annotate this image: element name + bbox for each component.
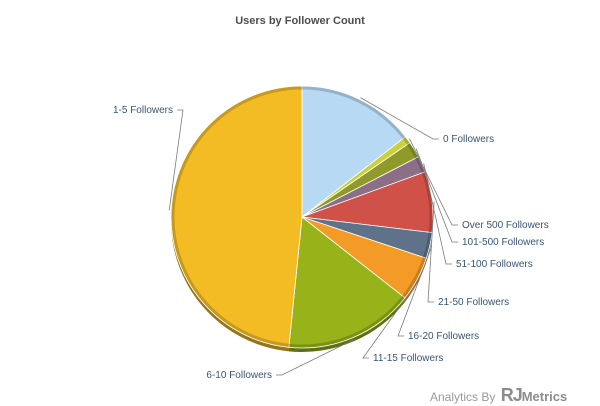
label-connector	[276, 339, 355, 376]
label-connector	[362, 279, 420, 359]
slice-label: 1-5 Followers	[113, 105, 173, 116]
slice-label: Over 500 Followers	[462, 220, 549, 231]
slice-label: 21-50 Followers	[438, 297, 509, 308]
slice-label: 16-20 Followers	[408, 331, 479, 342]
slice-label: 101-500 Followers	[462, 237, 544, 248]
pie-slice[interactable]	[288, 216, 406, 349]
credit-prefix: Analytics By	[430, 390, 496, 404]
label-connector	[397, 245, 433, 337]
label-connector	[168, 109, 184, 211]
label-connector	[360, 97, 439, 140]
label-connector	[427, 201, 435, 303]
label-connector	[415, 148, 458, 243]
slice-label: 0 Followers	[443, 134, 494, 145]
pie-slice[interactable]	[170, 85, 303, 348]
pie-slice[interactable]	[301, 85, 407, 218]
brand-logo-metrics: Metrics	[521, 389, 568, 404]
label-connector	[423, 163, 452, 265]
slice-label: 6-10 Followers	[206, 370, 272, 381]
pie-rim	[171, 86, 433, 348]
analytics-credit: Analytics By RJMetrics	[430, 385, 590, 406]
chart-title: Users by Follower Count	[235, 15, 365, 27]
slice-label: 11-15 Followers	[373, 353, 443, 364]
slice-label: 51-100 Followers	[456, 259, 533, 270]
brand-logo-rj: RJ	[500, 385, 523, 405]
